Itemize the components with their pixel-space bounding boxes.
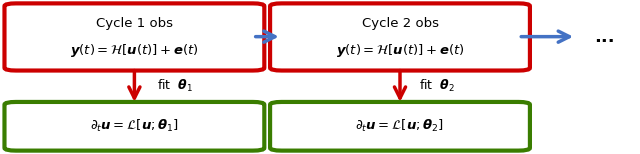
Text: ...: ... <box>595 28 615 46</box>
Text: $\boldsymbol{y}(t) = \boldsymbol{\mathcal{H}}[\boldsymbol{u}(t)] + \boldsymbol{e: $\boldsymbol{y}(t) = \boldsymbol{\mathca… <box>336 42 464 59</box>
Text: Cycle 2 obs: Cycle 2 obs <box>362 17 438 30</box>
Text: $\partial_t \boldsymbol{u} = \boldsymbol{\mathcal{L}}[\boldsymbol{u}; \boldsymbo: $\partial_t \boldsymbol{u} = \boldsymbol… <box>355 118 445 134</box>
FancyBboxPatch shape <box>270 3 530 71</box>
Text: $\boldsymbol{y}(t) = \boldsymbol{\mathcal{H}}[\boldsymbol{u}(t)] + \boldsymbol{e: $\boldsymbol{y}(t) = \boldsymbol{\mathca… <box>70 42 198 59</box>
Text: $\partial_t \boldsymbol{u} = \boldsymbol{\mathcal{L}}[\boldsymbol{u}; \boldsymbo: $\partial_t \boldsymbol{u} = \boldsymbol… <box>90 118 179 134</box>
Text: Cycle 1 obs: Cycle 1 obs <box>96 17 173 30</box>
FancyBboxPatch shape <box>4 102 264 151</box>
Text: fit  $\boldsymbol{\theta}_1$: fit $\boldsymbol{\theta}_1$ <box>157 78 193 94</box>
Text: fit  $\boldsymbol{\theta}_2$: fit $\boldsymbol{\theta}_2$ <box>419 78 455 94</box>
FancyBboxPatch shape <box>270 102 530 151</box>
FancyBboxPatch shape <box>4 3 264 71</box>
